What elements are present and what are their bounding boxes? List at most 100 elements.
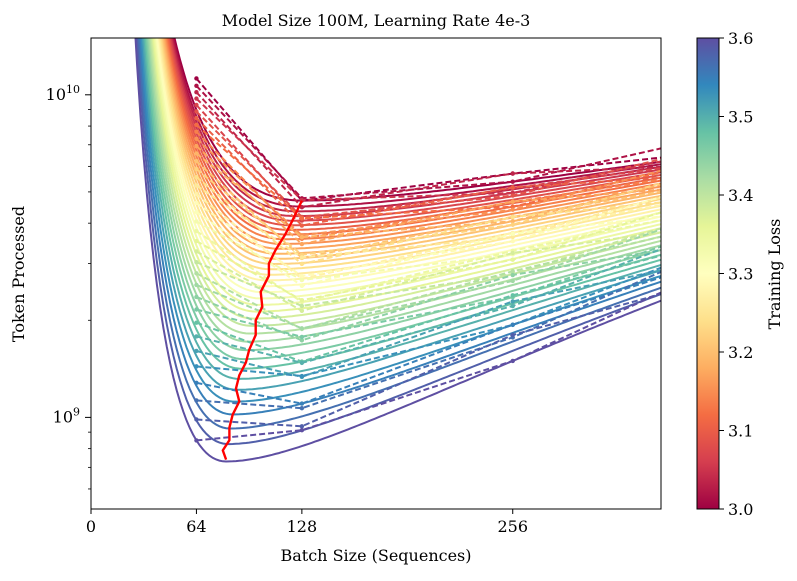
x-tick-label: 256: [497, 517, 528, 536]
loss-curve-measured: [195, 85, 661, 200]
loss-curve-measured: [195, 211, 661, 282]
colorbar: [696, 37, 720, 510]
x-axis-label: Batch Size (Sequences): [280, 546, 471, 565]
measured-point: [194, 380, 199, 386]
measured-point: [299, 223, 305, 228]
measured-point: [510, 207, 515, 212]
measured-point: [299, 234, 305, 240]
loss-curve-fit: [135, 38, 661, 446]
measured-point: [194, 294, 199, 300]
measured-point: [194, 174, 199, 180]
loss-curve-fit: [160, 38, 661, 265]
loss-curve-fit: [143, 38, 661, 370]
measured-point: [194, 320, 199, 325]
measured-point: [194, 209, 199, 215]
measured-point: [194, 122, 199, 128]
y-tick-label: 1010: [46, 83, 80, 104]
loss-curve-fit: [150, 38, 661, 320]
measured-point: [299, 277, 305, 283]
loss-curve-fit: [172, 38, 661, 208]
loss-curve-fit: [168, 38, 661, 227]
plot-frame: [90, 37, 662, 510]
loss-curve-fit: [141, 38, 661, 391]
measured-point: [194, 183, 199, 188]
x-axis: 0 64 128 256: [86, 509, 528, 536]
measured-point: [299, 338, 305, 343]
loss-curve-fit: [147, 38, 661, 343]
loss-curve-fit: [156, 38, 661, 288]
x-tick-label: 128: [287, 517, 318, 536]
measured-point: [510, 293, 515, 298]
measured-point: [194, 200, 199, 206]
colorbar-tick-label: 3.5: [728, 108, 753, 127]
loss-curve-fit: [157, 38, 661, 282]
loss-curve-measured: [196, 276, 661, 405]
loss-curve-measured: [195, 196, 661, 278]
measured-point: [299, 360, 305, 366]
measured-point: [194, 158, 199, 164]
measured-point: [510, 303, 515, 309]
measured-point: [299, 255, 305, 260]
loss-curve-measured: [195, 91, 661, 209]
loss-curve-measured: [195, 117, 661, 227]
x-tick-label: 64: [186, 517, 206, 536]
measured-point: [194, 228, 199, 234]
measured-point: [194, 166, 199, 172]
measured-point: [194, 398, 199, 403]
colorbar-tick-label: 3.2: [728, 343, 753, 362]
loss-curve-measured: [196, 245, 661, 338]
measured-point: [194, 83, 199, 88]
measured-point: [194, 143, 199, 149]
colorbar-tick-label: 3.4: [728, 186, 753, 205]
y-axis-label: Token Processed: [9, 206, 28, 342]
measured-point: [194, 219, 199, 224]
loss-curve-measured: [196, 293, 661, 428]
measured-point: [194, 348, 199, 354]
measured-point: [510, 219, 515, 224]
colorbar-tick-label: 3.1: [728, 422, 753, 441]
measured-point: [299, 308, 305, 314]
loss-curve-measured: [196, 228, 661, 330]
measured-point: [299, 424, 305, 429]
measured-point: [510, 193, 515, 198]
measured-point: [299, 303, 305, 309]
loss-curve-measured: [195, 152, 661, 239]
loss-curve-measured: [195, 138, 661, 237]
measured-point: [510, 299, 515, 304]
measured-point: [194, 96, 199, 101]
measured-point: [194, 364, 199, 369]
measured-point: [510, 199, 515, 204]
measured-point: [299, 216, 305, 221]
loss-curves: [134, 38, 661, 463]
loss-curve-measured: [196, 269, 661, 378]
loss-curve-measured: [196, 227, 661, 307]
measured-point: [194, 307, 199, 312]
measured-point: [299, 297, 305, 303]
measured-point: [194, 76, 199, 81]
measured-point: [299, 283, 305, 289]
measured-point: [194, 417, 199, 422]
y-tick-label: 109: [53, 405, 80, 426]
loss-curve-fit: [149, 38, 661, 327]
measured-point: [510, 322, 515, 327]
measured-point: [510, 250, 515, 256]
measured-point: [510, 214, 515, 220]
loss-curve-measured: [196, 291, 661, 442]
loss-curve-fit: [146, 38, 661, 352]
loss-curve-measured: [195, 219, 661, 304]
loss-curve-fit: [154, 38, 661, 294]
measured-point: [510, 358, 515, 364]
measured-point: [194, 271, 199, 276]
measured-point: [194, 109, 199, 114]
measured-point: [194, 90, 199, 95]
chart-title: Model Size 100M, Learning Rate 4e-3: [222, 11, 531, 30]
loss-curve-measured: [195, 168, 661, 256]
optimal-path-line: [221, 200, 303, 461]
measured-point: [510, 269, 515, 274]
measured-point: [194, 249, 199, 254]
loss-curve-measured: [195, 211, 661, 302]
measured-point: [299, 326, 305, 331]
measured-point: [510, 179, 515, 184]
measured-point: [194, 151, 199, 156]
measured-point: [510, 171, 515, 176]
